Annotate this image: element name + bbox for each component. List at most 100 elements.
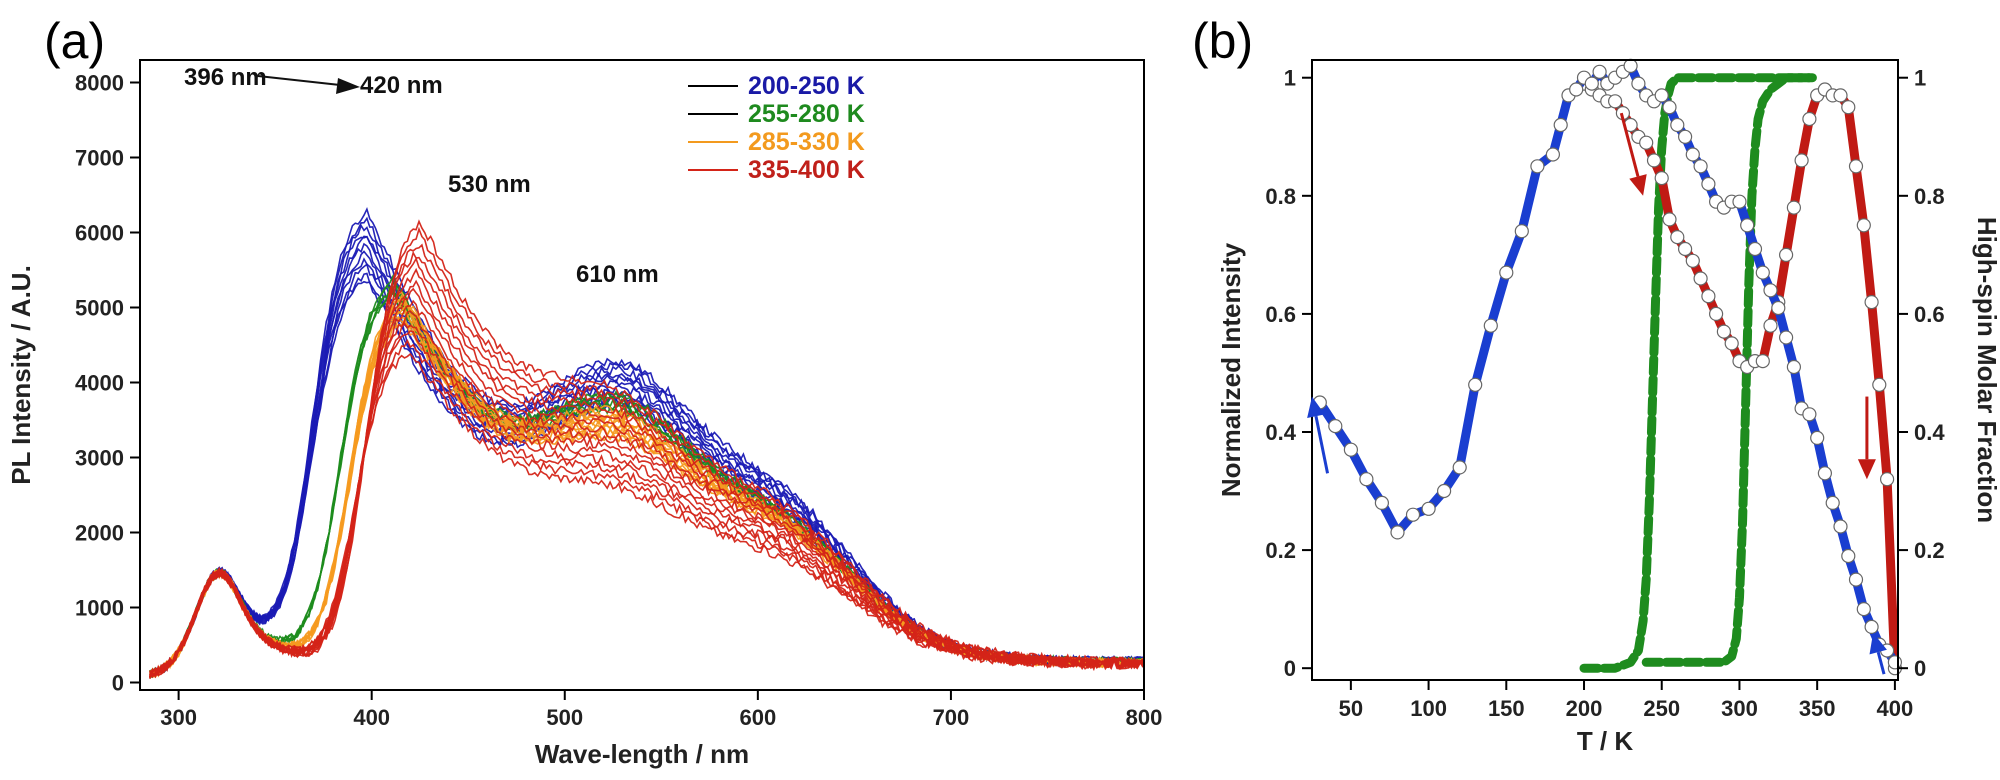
- x-tick-label: 150: [1488, 696, 1525, 721]
- data-point: [1677, 129, 1693, 144]
- data-point: [1708, 306, 1724, 321]
- series-line: [1579, 73, 1822, 673]
- data-point: [1856, 218, 1871, 233]
- data-point: [1436, 483, 1452, 499]
- arrow-head: [1629, 174, 1647, 196]
- data-point: [1856, 601, 1871, 617]
- x-tick-label: 400: [1877, 696, 1914, 721]
- x-tick-label: 500: [546, 705, 583, 730]
- x-tick-label: 600: [739, 705, 776, 730]
- arrow-shaft: [1314, 415, 1330, 474]
- y-tick-label: 7000: [75, 146, 124, 171]
- data-point: [1483, 318, 1498, 333]
- data-point: [1530, 159, 1545, 174]
- panel-b: (b) 50 100 150 200 250 300 350 400 0 0.2 0.4 0.6 0.…: [1192, 13, 2000, 756]
- data-point: [1514, 224, 1529, 239]
- x-tick-label: 50: [1339, 696, 1363, 721]
- data-point: [1328, 419, 1343, 434]
- y-tick-label: 6000: [75, 221, 124, 246]
- data-point: [1848, 159, 1864, 174]
- arrow-head: [1857, 459, 1876, 480]
- x-tick-label: 300: [160, 705, 197, 730]
- spectrum-line: [149, 298, 1144, 678]
- spectrum-line: [148, 310, 1144, 678]
- arrow-shaft: [1876, 651, 1886, 675]
- series-group-335-400 K: [148, 219, 1144, 679]
- y-tick-label: 0.8: [1265, 184, 1296, 209]
- x-tick-label: 200: [1566, 696, 1603, 721]
- data-point: [1810, 430, 1825, 445]
- spectrum-line: [148, 256, 1144, 676]
- data-point: [1359, 472, 1374, 487]
- data-point: [1763, 318, 1778, 333]
- data-point: [1879, 472, 1895, 487]
- data-point: [1654, 88, 1669, 103]
- y-tick-label: 4000: [75, 371, 124, 396]
- panel-b-y-ticks: 0 0.2 0.4 0.6 0.8 1: [1265, 66, 1312, 681]
- panel-b-arrows: [1307, 112, 1887, 675]
- y2-tick-label: 0: [1914, 656, 1926, 681]
- data-point: [1646, 153, 1662, 168]
- panel-b-x-axis-title: T / K: [1577, 726, 1634, 756]
- panel-a: (a) 300 400 500 600 700 800 0 1000 2000 3000 4000…: [6, 13, 1162, 769]
- data-point: [1763, 283, 1778, 298]
- data-point: [1584, 76, 1599, 91]
- y-tick-label: 1: [1284, 66, 1296, 91]
- spectrum-line: [149, 219, 1144, 679]
- data-point: [1468, 377, 1483, 392]
- spectrum-line: [149, 293, 1144, 679]
- panel-b-label: (b): [1192, 13, 1253, 69]
- spectrum-line: [149, 310, 1144, 677]
- annotation-530-nm: 530 nm: [448, 171, 531, 198]
- panel-b-y2-ticks: 0 0.2 0.4 0.6 0.8 1: [1898, 66, 1945, 681]
- series-line: [1316, 61, 1899, 665]
- data-point: [1693, 271, 1708, 286]
- data-point: [1421, 501, 1436, 516]
- y2-tick-label: 0.2: [1914, 538, 1945, 563]
- y-tick-label: 0.6: [1265, 302, 1296, 327]
- data-point: [1825, 495, 1840, 510]
- data-point: [1864, 619, 1879, 635]
- y-tick-label: 5000: [75, 296, 124, 321]
- data-point: [1701, 289, 1716, 304]
- x-tick-label: 400: [353, 705, 390, 730]
- data-point: [1701, 176, 1716, 192]
- data-point: [1841, 548, 1856, 564]
- spectrum-line: [149, 274, 1144, 679]
- spectrum-line: [149, 285, 1144, 677]
- data-point: [1794, 153, 1809, 168]
- panel-b-plot-area: [1312, 58, 1903, 676]
- legend-label: 285-330 K: [748, 128, 865, 156]
- data-point: [1802, 407, 1817, 422]
- data-point: [1623, 58, 1638, 74]
- data-point: [1693, 159, 1708, 174]
- data-point: [1864, 295, 1879, 310]
- data-point: [1545, 147, 1561, 162]
- data-point: [1778, 330, 1794, 345]
- data-point: [1771, 300, 1786, 316]
- y-tick-label: 1000: [75, 596, 124, 621]
- data-point: [1499, 265, 1514, 280]
- data-point: [1607, 94, 1623, 109]
- arrow-shaft: [1619, 112, 1640, 177]
- legend-label: 255-280 K: [748, 100, 865, 128]
- data-point: [1872, 377, 1887, 392]
- series-cooling: [1312, 58, 1903, 670]
- panel-a-annotations: 396 nm 420 nm 530 nm 610 nm: [184, 64, 659, 288]
- data-point: [1374, 495, 1390, 510]
- spectrum-line: [149, 330, 1144, 677]
- series-group-255-280 K: [148, 274, 1144, 679]
- data-point: [1631, 76, 1646, 91]
- data-point: [1685, 147, 1700, 162]
- panel-a-label: (a): [44, 13, 105, 69]
- y-tick-label: 0: [112, 671, 124, 696]
- spectrum-line: [149, 279, 1144, 676]
- x-tick-label: 250: [1643, 696, 1680, 721]
- panel-a-plot-area: [148, 206, 1144, 679]
- annotation-arrow-line: [257, 75, 341, 86]
- y2-tick-label: 1: [1914, 66, 1926, 91]
- series-line: [1641, 73, 1814, 667]
- annotation-arrow-head: [336, 78, 360, 94]
- spectrum-line: [149, 290, 1144, 673]
